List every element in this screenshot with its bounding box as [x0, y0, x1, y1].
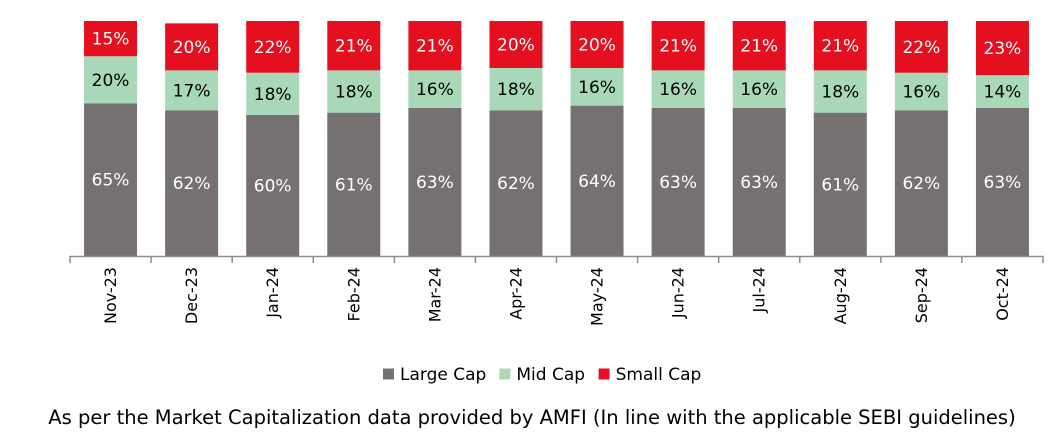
bar-segment-large-cap-oct-24: [975, 107, 1029, 256]
data-label-small-cap-feb-24: 21%: [335, 37, 373, 57]
bar-segment-mid-cap-jul-24: [732, 70, 786, 108]
data-label-small-cap-aug-24: 21%: [821, 37, 859, 57]
bar-segment-small-cap-dec-23: [165, 23, 219, 71]
data-label-large-cap-dec-23: 62%: [173, 174, 211, 194]
bar-segment-small-cap-jun-24: [651, 21, 705, 71]
data-label-large-cap-mar-24: 63%: [416, 173, 454, 193]
x-tick-label-aug-24: Aug-24: [831, 267, 850, 324]
data-label-large-cap-may-24: 64%: [578, 172, 616, 192]
x-axis: Nov-23 Dec-23 Jan-24 Feb-24 Mar-24 Apr-24 May-…: [69, 255, 1044, 326]
x-tick-label-jan-24: Jan-24: [263, 267, 282, 319]
data-label-large-cap-nov-23: 65%: [92, 171, 130, 191]
data-label-small-cap-jun-24: 21%: [659, 37, 697, 57]
bar-segment-large-cap-dec-23: [165, 110, 219, 256]
x-tick-label-apr-24: Apr-24: [506, 267, 525, 320]
data-label-large-cap-sep-24: 62%: [902, 174, 940, 194]
data-label-mid-cap-jul-24: 16%: [740, 80, 778, 100]
bar-segment-small-cap-may-24: [570, 21, 624, 68]
bar-segment-large-cap-sep-24: [894, 110, 948, 256]
data-label-mid-cap-dec-23: 17%: [173, 81, 211, 101]
x-tick-label-feb-24: Feb-24: [344, 267, 363, 321]
legend-swatch-small-cap: [598, 368, 610, 380]
data-label-large-cap-apr-24: 62%: [497, 174, 535, 194]
data-label-small-cap-apr-24: 20%: [497, 36, 535, 56]
legend-label-small-cap: Small Cap: [616, 365, 702, 385]
data-label-mid-cap-jun-24: 16%: [659, 80, 697, 100]
data-label-mid-cap-feb-24: 18%: [335, 83, 373, 103]
data-label-small-cap-jan-24: 22%: [254, 38, 292, 58]
data-label-small-cap-jul-24: 21%: [740, 37, 778, 57]
data-label-large-cap-jun-24: 63%: [659, 173, 697, 193]
bar-segment-small-cap-mar-24: [408, 21, 462, 71]
bar-segment-mid-cap-may-24: [570, 68, 624, 106]
bar-segment-mid-cap-mar-24: [408, 70, 462, 108]
legend-swatch-large-cap: [383, 368, 394, 380]
x-tick-label-oct-24: Oct-24: [993, 267, 1012, 321]
bar-segment-small-cap-oct-24: [975, 21, 1029, 76]
legend-label-large-cap: Large Cap: [400, 365, 486, 385]
data-label-mid-cap-sep-24: 16%: [902, 83, 940, 103]
data-label-mid-cap-aug-24: 18%: [821, 83, 859, 103]
legend-swatch-mid-cap: [499, 368, 511, 380]
x-tick-label-jun-24: Jun-24: [669, 267, 688, 319]
bar-segment-mid-cap-jan-24: [246, 72, 300, 115]
bar-segment-small-cap-nov-23: [84, 21, 138, 57]
data-label-large-cap-jul-24: 63%: [740, 173, 778, 193]
footnote: As per the Market Capitalization data pr…: [48, 406, 1016, 429]
bar-segment-small-cap-jul-24: [732, 21, 786, 71]
data-label-small-cap-dec-23: 20%: [173, 38, 211, 58]
bar-segment-large-cap-may-24: [570, 105, 624, 256]
legend-label-mid-cap: Mid Cap: [516, 365, 585, 385]
data-label-mid-cap-jan-24: 18%: [254, 85, 292, 105]
data-label-small-cap-may-24: 20%: [578, 36, 616, 56]
bar-segment-small-cap-apr-24: [489, 21, 543, 68]
data-label-large-cap-feb-24: 61%: [335, 175, 373, 195]
bar-segment-large-cap-jul-24: [732, 107, 786, 256]
bar-segment-large-cap-aug-24: [813, 112, 867, 257]
data-label-mid-cap-oct-24: 14%: [984, 83, 1022, 103]
bar-segment-small-cap-feb-24: [327, 21, 381, 71]
bar-segment-mid-cap-jun-24: [651, 70, 705, 108]
bar-segment-small-cap-jan-24: [246, 21, 300, 73]
x-tick-label-jul-24: Jul-24: [750, 267, 769, 313]
bar-segment-large-cap-apr-24: [489, 110, 543, 256]
bar-segment-large-cap-jun-24: [651, 107, 705, 256]
x-tick-label-may-24: May-24: [588, 267, 607, 326]
x-tick-label-sep-24: Sep-24: [912, 267, 931, 323]
data-label-mid-cap-apr-24: 18%: [497, 80, 535, 100]
x-tick-label-nov-23: Nov-23: [101, 267, 120, 324]
bar-segment-large-cap-jan-24: [246, 115, 300, 256]
data-label-mid-cap-may-24: 16%: [578, 78, 616, 98]
data-label-small-cap-sep-24: 22%: [902, 38, 940, 58]
data-label-small-cap-oct-24: 23%: [984, 39, 1022, 59]
data-label-mid-cap-nov-23: 20%: [92, 71, 130, 91]
bars-group: 65% 20% 15% 62% 17% 20% 60% 18% 22% 61% 18% 21% 63% 1…: [84, 21, 1029, 257]
data-label-large-cap-oct-24: 63%: [984, 173, 1022, 193]
bar-segment-large-cap-feb-24: [327, 112, 381, 257]
data-label-large-cap-aug-24: 61%: [821, 175, 859, 195]
data-label-small-cap-mar-24: 21%: [416, 37, 454, 57]
data-label-large-cap-jan-24: 60%: [254, 177, 292, 197]
bar-segment-large-cap-nov-23: [84, 103, 138, 256]
bar-segment-large-cap-mar-24: [408, 107, 462, 256]
bar-segment-mid-cap-oct-24: [975, 75, 1029, 108]
legend: Large Cap Mid Cap Small Cap: [383, 365, 701, 385]
bar-segment-mid-cap-nov-23: [84, 56, 138, 104]
bar-segment-mid-cap-dec-23: [165, 70, 219, 111]
data-label-small-cap-nov-23: 15%: [92, 30, 130, 50]
bar-segment-small-cap-aug-24: [813, 21, 867, 71]
data-label-mid-cap-mar-24: 16%: [416, 80, 454, 100]
x-tick-label-dec-23: Dec-23: [182, 267, 201, 324]
bar-segment-mid-cap-sep-24: [894, 72, 948, 111]
bar-segment-mid-cap-apr-24: [489, 68, 543, 111]
bar-segment-mid-cap-aug-24: [813, 70, 867, 113]
x-tick-label-mar-24: Mar-24: [425, 267, 444, 322]
bar-segment-mid-cap-feb-24: [327, 70, 381, 113]
bar-segment-small-cap-sep-24: [894, 21, 948, 73]
